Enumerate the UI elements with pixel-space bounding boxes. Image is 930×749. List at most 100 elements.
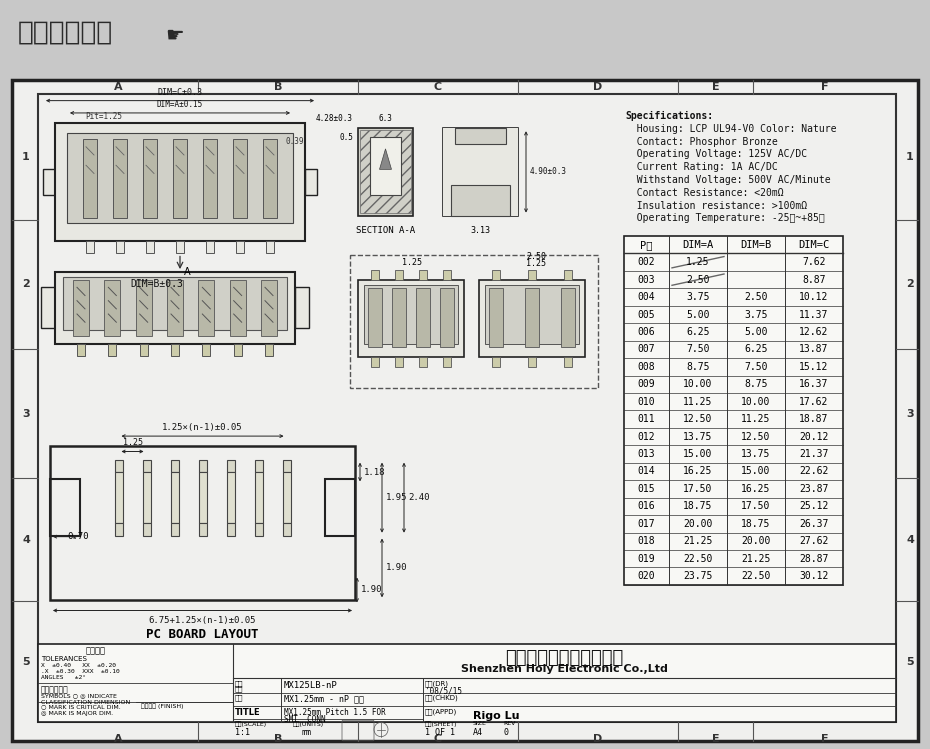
Text: 6.3: 6.3 [379, 114, 392, 123]
Bar [451, 185, 510, 216]
Text: 020: 020 [638, 571, 656, 581]
Text: 5.00: 5.00 [686, 309, 710, 320]
Text: 5.00: 5.00 [744, 327, 768, 337]
Text: DIM=C: DIM=C [798, 240, 830, 249]
Bar [392, 288, 406, 347]
Text: DIM=B±0.3: DIM=B±0.3 [130, 279, 183, 289]
Text: 张数(SHEET): 张数(SHEET) [425, 721, 458, 727]
Text: A4: A4 [473, 729, 483, 738]
Text: 17.62: 17.62 [799, 397, 829, 407]
Bar [170, 460, 179, 472]
Text: 10.00: 10.00 [741, 397, 771, 407]
Text: Current Rating: 1A AC/DC: Current Rating: 1A AC/DC [625, 163, 777, 172]
Text: A: A [184, 267, 191, 277]
Text: 22.50: 22.50 [684, 554, 712, 564]
Text: DIM=A: DIM=A [683, 240, 713, 249]
Text: A: A [113, 734, 123, 744]
Bar [114, 472, 123, 524]
Bar [227, 472, 234, 524]
Bar [55, 272, 295, 344]
Text: PC BOARD LAYOUT: PC BOARD LAYOUT [146, 628, 259, 641]
Text: 18.75: 18.75 [684, 501, 712, 512]
Text: 15.00: 15.00 [741, 467, 771, 476]
Bar [170, 524, 179, 536]
Bar [624, 236, 843, 585]
Text: ○ MARK IS CRITICAL DIM.: ○ MARK IS CRITICAL DIM. [41, 704, 121, 709]
Text: 2.50: 2.50 [744, 292, 768, 302]
Text: E: E [711, 734, 719, 744]
Bar [443, 128, 518, 216]
Bar [136, 280, 152, 336]
Text: 2.40: 2.40 [408, 493, 430, 502]
Bar [283, 524, 290, 536]
Bar [416, 288, 430, 347]
Text: 017: 017 [638, 519, 656, 529]
Bar [564, 270, 572, 280]
Text: 008: 008 [638, 362, 656, 372]
Bar [77, 344, 85, 356]
Text: Withstand Voltage: 500V AC/Minute: Withstand Voltage: 500V AC/Minute [625, 175, 830, 185]
Text: 1.95: 1.95 [386, 493, 407, 502]
Text: 16.37: 16.37 [799, 379, 829, 389]
Bar [167, 280, 183, 336]
Text: 比例(SCALE): 比例(SCALE) [235, 721, 267, 727]
Text: 26.37: 26.37 [799, 519, 829, 529]
Text: 11.37: 11.37 [799, 309, 829, 320]
Text: MX1.25mm - nP 立贴: MX1.25mm - nP 立贴 [284, 694, 364, 703]
Text: 20.00: 20.00 [741, 536, 771, 546]
Text: 审核(CHKD): 审核(CHKD) [425, 694, 458, 701]
Bar [528, 270, 536, 280]
Text: 品名: 品名 [235, 694, 244, 701]
Bar [371, 357, 379, 367]
Text: 21.25: 21.25 [741, 554, 771, 564]
Bar [50, 479, 80, 536]
Text: Contact Resistance: <20mΩ: Contact Resistance: <20mΩ [625, 188, 784, 198]
Text: 3: 3 [906, 408, 914, 419]
Bar [171, 344, 179, 356]
Bar [63, 277, 287, 330]
Text: 013: 013 [638, 449, 656, 459]
Bar [41, 288, 55, 328]
Bar [83, 139, 97, 217]
Text: 17.50: 17.50 [741, 501, 771, 512]
Text: 007: 007 [638, 345, 656, 354]
Text: 13.75: 13.75 [684, 431, 712, 442]
Text: 002: 002 [638, 257, 656, 267]
Bar [564, 357, 572, 367]
Bar [263, 139, 277, 217]
Text: 单位(UNITS): 单位(UNITS) [293, 721, 325, 727]
Text: D: D [593, 82, 603, 92]
Text: 25.12: 25.12 [799, 501, 829, 512]
Text: Operating Temperature: -25℃~+85℃: Operating Temperature: -25℃~+85℃ [625, 213, 825, 223]
Text: 1.25: 1.25 [402, 258, 422, 267]
Text: F: F [821, 734, 829, 744]
Text: 010: 010 [638, 397, 656, 407]
Text: 18.75: 18.75 [741, 519, 771, 529]
Bar [86, 241, 94, 253]
Text: 6.25: 6.25 [744, 345, 768, 354]
Text: 23.87: 23.87 [799, 484, 829, 494]
Text: 6.75+1.25×(n-1)±0.05: 6.75+1.25×(n-1)±0.05 [149, 616, 257, 625]
Text: REV: REV [503, 721, 515, 727]
Text: 30.12: 30.12 [799, 571, 829, 581]
Bar [368, 288, 382, 347]
Text: 28.87: 28.87 [799, 554, 829, 564]
Text: 0.5: 0.5 [339, 133, 353, 142]
Bar [142, 524, 151, 536]
Bar [395, 357, 403, 367]
Text: 1.90: 1.90 [361, 586, 382, 595]
Text: 21.25: 21.25 [684, 536, 712, 546]
Bar [485, 285, 579, 344]
Bar [227, 524, 234, 536]
Bar [67, 133, 293, 222]
Text: 3.13: 3.13 [471, 225, 490, 234]
Text: 005: 005 [638, 309, 656, 320]
Bar [395, 270, 403, 280]
Text: 8.75: 8.75 [744, 379, 768, 389]
Bar [528, 357, 536, 367]
Text: 006: 006 [638, 327, 656, 337]
Text: 制图(DR): 制图(DR) [425, 680, 449, 687]
Text: 2.50: 2.50 [526, 252, 546, 261]
Text: 21.37: 21.37 [799, 449, 829, 459]
Text: Shenzhen Holy Electronic Co.,Ltd: Shenzhen Holy Electronic Co.,Ltd [461, 664, 668, 674]
